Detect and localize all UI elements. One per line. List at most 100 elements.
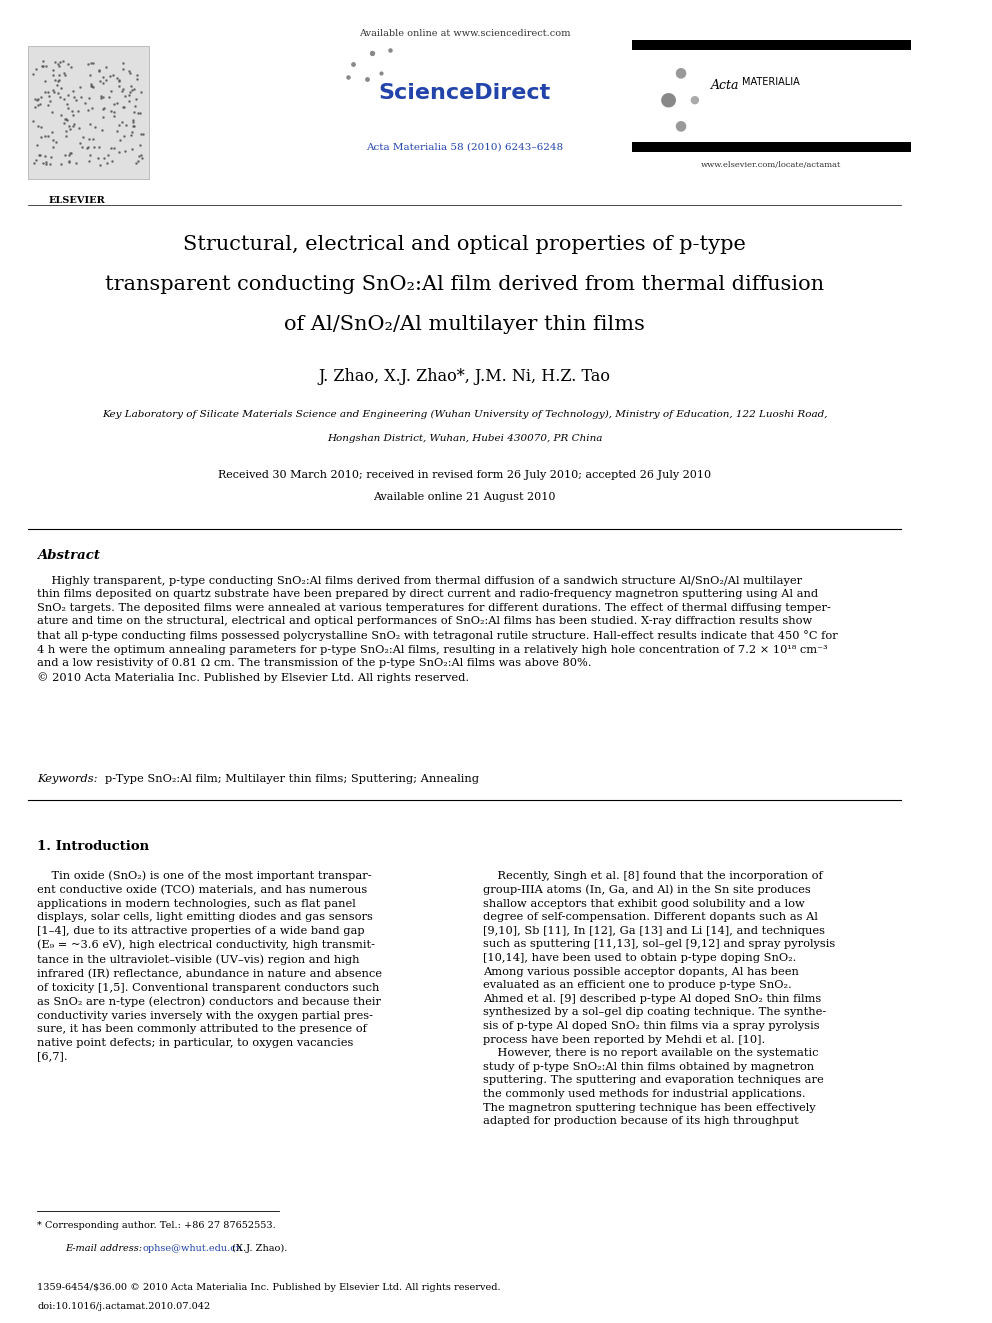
Point bbox=[27, 97, 43, 118]
Point bbox=[128, 89, 144, 110]
Point bbox=[61, 151, 76, 172]
Point bbox=[41, 85, 57, 106]
Point bbox=[124, 138, 140, 159]
Point bbox=[112, 128, 128, 149]
Point bbox=[118, 114, 134, 135]
Point bbox=[55, 50, 70, 71]
Point bbox=[132, 134, 148, 155]
Point bbox=[60, 110, 75, 131]
Point bbox=[73, 136, 89, 157]
Point bbox=[38, 153, 54, 175]
Point bbox=[37, 146, 53, 167]
Point bbox=[95, 98, 111, 119]
Point bbox=[84, 128, 100, 149]
Point bbox=[122, 81, 138, 102]
Point bbox=[52, 64, 67, 85]
Point bbox=[53, 52, 68, 73]
Point bbox=[61, 151, 76, 172]
Point bbox=[87, 116, 103, 138]
Point bbox=[47, 69, 62, 90]
Point bbox=[96, 147, 112, 168]
Point bbox=[60, 94, 75, 115]
Text: MATERIALIA: MATERIALIA bbox=[742, 77, 800, 87]
Point bbox=[83, 73, 99, 94]
Point bbox=[32, 94, 48, 115]
Point bbox=[340, 66, 356, 87]
Text: of Al/SnO₂/Al multilayer thin films: of Al/SnO₂/Al multilayer thin films bbox=[285, 315, 645, 333]
Point bbox=[65, 114, 81, 135]
Text: Received 30 March 2010; received in revised form 26 July 2010; accepted 26 July : Received 30 March 2010; received in revi… bbox=[218, 470, 711, 480]
Text: Key Laboratory of Silicate Materials Science and Engineering (Wuhan University o: Key Laboratory of Silicate Materials Sci… bbox=[102, 410, 827, 419]
Point bbox=[31, 144, 47, 165]
Point bbox=[126, 102, 142, 123]
Text: doi:10.1016/j.actamat.2010.07.042: doi:10.1016/j.actamat.2010.07.042 bbox=[37, 1302, 210, 1311]
Point bbox=[116, 124, 132, 146]
Point bbox=[91, 155, 107, 176]
Point bbox=[26, 110, 42, 131]
Text: Tin oxide (SnO₂) is one of the most important transpar-
ent conductive oxide (TC: Tin oxide (SnO₂) is one of the most impo… bbox=[37, 871, 382, 1061]
Point bbox=[126, 78, 142, 99]
Point bbox=[111, 75, 127, 97]
Point bbox=[106, 94, 122, 115]
Point bbox=[130, 149, 146, 171]
Point bbox=[364, 42, 380, 64]
Point bbox=[59, 126, 74, 147]
Point bbox=[57, 112, 72, 134]
Text: Acta: Acta bbox=[711, 79, 739, 93]
Point bbox=[42, 90, 58, 111]
Point bbox=[72, 86, 88, 107]
Point bbox=[57, 108, 72, 130]
Point bbox=[95, 106, 111, 127]
Point bbox=[59, 108, 74, 130]
Text: E-mail address:: E-mail address: bbox=[65, 1244, 145, 1253]
Text: (X.J. Zhao).: (X.J. Zhao). bbox=[228, 1244, 287, 1253]
Point bbox=[38, 81, 54, 102]
Point bbox=[46, 60, 62, 81]
Point bbox=[47, 52, 62, 73]
Text: 1. Introduction: 1. Introduction bbox=[37, 840, 150, 853]
Text: Acta Materialia 58 (2010) 6243–6248: Acta Materialia 58 (2010) 6243–6248 bbox=[366, 143, 563, 152]
Point bbox=[109, 67, 125, 89]
Point bbox=[98, 57, 114, 78]
Point bbox=[62, 143, 78, 164]
Point bbox=[67, 90, 83, 111]
Point bbox=[124, 122, 140, 143]
Text: J. Zhao, X.J. Zhao*, J.M. Ni, H.Z. Tao: J. Zhao, X.J. Zhao*, J.M. Ni, H.Z. Tao bbox=[318, 368, 611, 385]
Point bbox=[60, 98, 75, 119]
Point bbox=[109, 120, 125, 142]
Point bbox=[126, 115, 142, 136]
FancyBboxPatch shape bbox=[28, 46, 149, 179]
Point bbox=[135, 147, 151, 168]
Text: ●: ● bbox=[689, 94, 699, 105]
Point bbox=[29, 134, 45, 155]
Text: Keywords:: Keywords: bbox=[37, 774, 105, 785]
Point bbox=[132, 103, 148, 124]
Point bbox=[106, 106, 122, 127]
Text: Structural, electrical and optical properties of p-type: Structural, electrical and optical prope… bbox=[184, 235, 746, 254]
Text: Highly transparent, p-type conducting SnO₂:Al films derived from thermal diffusi: Highly transparent, p-type conducting Sn… bbox=[37, 576, 838, 683]
Point bbox=[58, 65, 73, 86]
Point bbox=[39, 56, 55, 77]
Text: Abstract: Abstract bbox=[37, 549, 100, 562]
Point bbox=[46, 136, 62, 157]
Point bbox=[59, 120, 74, 142]
Point bbox=[128, 152, 144, 173]
Point bbox=[121, 90, 137, 111]
Point bbox=[133, 123, 149, 144]
Point bbox=[95, 73, 111, 94]
Point bbox=[70, 101, 86, 122]
Point bbox=[52, 69, 67, 90]
Text: Available online at www.sciencedirect.com: Available online at www.sciencedirect.co… bbox=[359, 29, 570, 38]
Bar bbox=[632, 40, 911, 50]
Point bbox=[32, 144, 48, 165]
Point bbox=[359, 69, 375, 90]
Point bbox=[114, 111, 130, 132]
Text: Recently, Singh et al. [8] found that the incorporation of
group-IIIA atoms (In,: Recently, Singh et al. [8] found that th… bbox=[483, 871, 835, 1126]
Point bbox=[92, 87, 108, 108]
Point bbox=[79, 99, 95, 120]
Point bbox=[116, 97, 132, 118]
Bar bbox=[632, 142, 911, 152]
Point bbox=[35, 56, 51, 77]
Point bbox=[90, 147, 106, 168]
Point bbox=[33, 116, 49, 138]
